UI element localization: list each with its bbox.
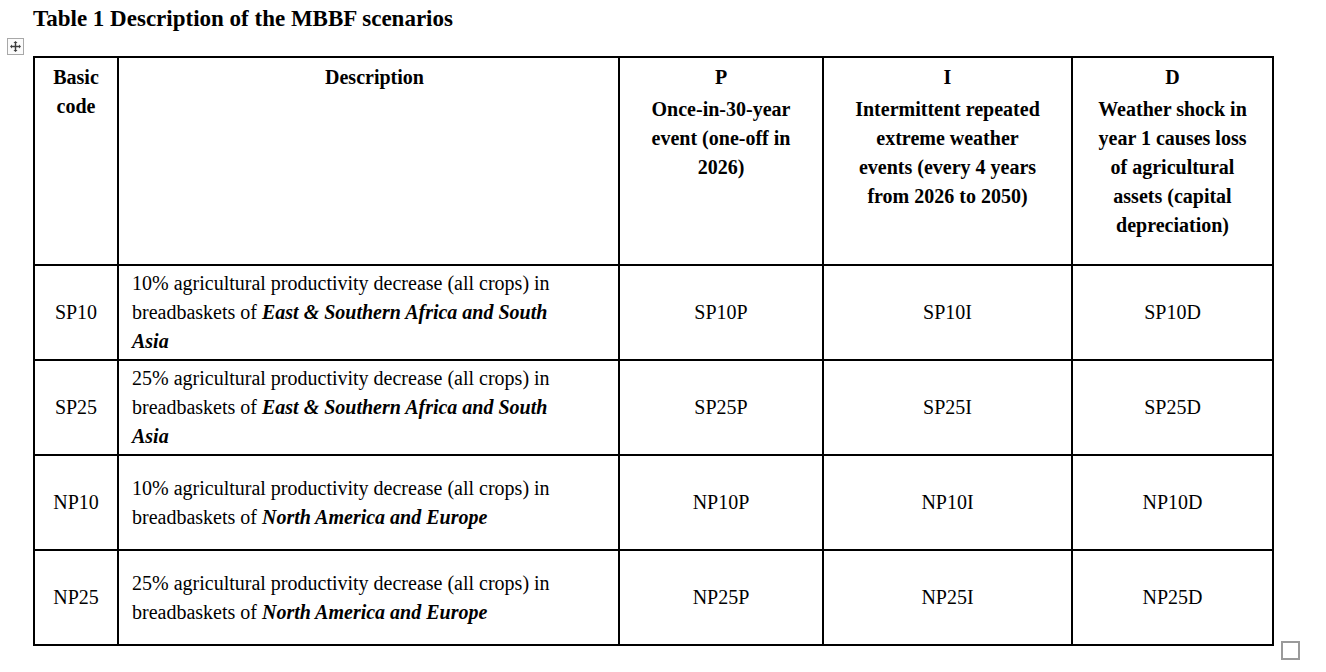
header-row: Basic code Description P Once-in-30-year… [34,57,1273,265]
cell-p-code: NP25P [619,550,823,645]
cell-description: 25% agricultural productivity decrease (… [118,360,619,455]
table-title: Table 1 Description of the MBBF scenario… [33,6,453,32]
description-emphasis: North America and Europe [262,601,487,623]
cell-p-code: NP10P [619,455,823,550]
cell-i-code: NP10I [823,455,1072,550]
cell-i-code: SP25I [823,360,1072,455]
cell-d-code: NP10D [1072,455,1273,550]
header-p-subtitle: Once-in-30-year event (one-off in 2026) [632,95,810,182]
header-basic-code: Basic code [34,57,118,265]
move-icon [10,41,21,52]
cell-d-code: SP25D [1072,360,1273,455]
cell-basic-code: NP10 [34,455,118,550]
header-i-subtitle: Intermittent repeated extreme weather ev… [854,95,1042,211]
cell-basic-code: SP10 [34,265,118,360]
cell-d-code: SP10D [1072,265,1273,360]
cell-basic-code: NP25 [34,550,118,645]
cell-description: 25% agricultural productivity decrease (… [118,550,619,645]
table-resize-handle[interactable] [1281,641,1300,660]
header-p-code: P [621,63,821,92]
cell-p-code: SP25P [619,360,823,455]
table-row: NP25 25% agricultural productivity decre… [34,550,1273,645]
description-emphasis: North America and Europe [262,506,487,528]
table-row: NP10 10% agricultural productivity decre… [34,455,1273,550]
table-row: SP10 10% agricultural productivity decre… [34,265,1273,360]
header-d-code: D [1074,63,1271,92]
cell-description: 10% agricultural productivity decrease (… [118,265,619,360]
header-i: I Intermittent repeated extreme weather … [823,57,1072,265]
cell-p-code: SP10P [619,265,823,360]
header-description: Description [118,57,619,265]
table-move-handle[interactable] [7,38,24,55]
header-d-subtitle: Weather shock in year 1 causes loss of a… [1097,95,1249,240]
header-d: D Weather shock in year 1 causes loss of… [1072,57,1273,265]
cell-i-code: NP25I [823,550,1072,645]
cell-d-code: NP25D [1072,550,1273,645]
header-i-code: I [825,63,1070,92]
cell-description: 10% agricultural productivity decrease (… [118,455,619,550]
cell-i-code: SP10I [823,265,1072,360]
scenarios-table: Basic code Description P Once-in-30-year… [33,56,1274,646]
cell-basic-code: SP25 [34,360,118,455]
header-p: P Once-in-30-year event (one-off in 2026… [619,57,823,265]
table-row: SP25 25% agricultural productivity decre… [34,360,1273,455]
